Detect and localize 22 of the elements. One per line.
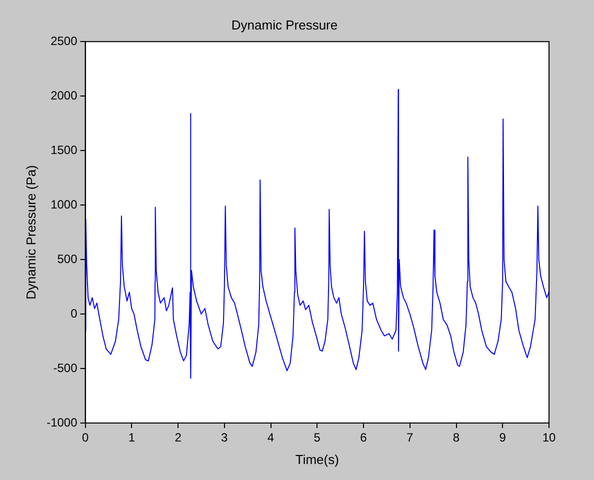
x-tick-label: 8 bbox=[452, 430, 460, 445]
x-tick-label: 7 bbox=[406, 430, 414, 445]
y-tick-label: 1500 bbox=[50, 142, 78, 157]
x-tick-label: 3 bbox=[221, 430, 228, 445]
chart-title: Dynamic Pressure bbox=[231, 17, 338, 32]
y-tick-label: 2000 bbox=[50, 88, 78, 102]
x-axis-title: Time(s) bbox=[295, 452, 339, 467]
y-tick-label: -500 bbox=[53, 360, 78, 375]
x-tick-label: 9 bbox=[499, 430, 506, 445]
x-tick-label: 1 bbox=[128, 430, 136, 445]
y-tick-label: 1000 bbox=[50, 197, 78, 212]
x-tick-label: 5 bbox=[314, 430, 321, 445]
y-tick-label: 500 bbox=[57, 252, 78, 266]
y-tick-label: 2500 bbox=[50, 34, 78, 48]
y-axis-title: Dynamic Pressure (Pa) bbox=[23, 165, 38, 300]
x-tick-label: 6 bbox=[360, 430, 368, 445]
x-tick-label: 10 bbox=[542, 430, 556, 445]
x-tick-label: 0 bbox=[82, 430, 89, 445]
y-tick-label: 0 bbox=[70, 306, 78, 320]
y-tick-label: -1000 bbox=[46, 415, 78, 430]
x-tick-label: 4 bbox=[267, 430, 274, 445]
x-tick-label: 2 bbox=[174, 430, 182, 445]
